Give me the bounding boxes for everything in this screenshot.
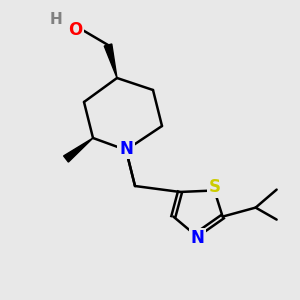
Text: S: S	[208, 178, 220, 196]
Text: H: H	[50, 12, 63, 27]
Text: N: N	[190, 230, 204, 247]
Polygon shape	[104, 44, 117, 78]
Polygon shape	[64, 138, 93, 162]
Text: N: N	[119, 140, 133, 158]
Text: O: O	[68, 21, 82, 39]
